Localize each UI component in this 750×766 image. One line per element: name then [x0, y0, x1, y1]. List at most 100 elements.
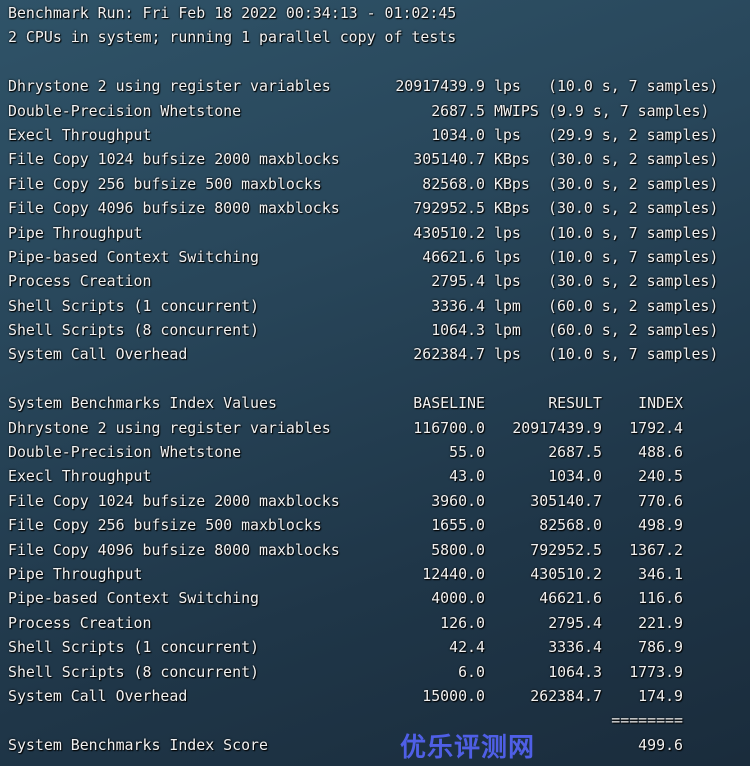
result-value: 2795.4 [548, 613, 602, 632]
test-value: 2795.4 [431, 272, 485, 291]
index-test-name: Shell Scripts (1 concurrent) [8, 638, 260, 657]
test-unit: MWIPS [494, 101, 539, 120]
baseline-value: 15000.0 [422, 686, 485, 705]
result-value: 262384.7 [530, 686, 602, 705]
test-name: Pipe Throughput [8, 223, 143, 242]
index-value: 488.6 [638, 443, 683, 462]
test-timing: (30.0 s, 2 samples) [548, 150, 719, 169]
test-timing: (10.0 s, 7 samples) [548, 345, 719, 364]
baseline-value: 5800.0 [431, 540, 485, 559]
watermark-logo: 优乐评测网 [400, 733, 536, 763]
index-title: System Benchmarks Index Values [8, 394, 277, 413]
baseline-value: 42.4 [449, 638, 485, 657]
benchmark-run-header: Benchmark Run: Fri Feb 18 2022 00:34:13 … [8, 4, 457, 22]
test-name: File Copy 1024 bufsize 2000 maxblocks [8, 150, 340, 169]
score-label: System Benchmarks Index Score [8, 735, 268, 754]
test-value: 430510.2 [413, 223, 485, 242]
result-value: 82568.0 [539, 516, 602, 535]
test-value: 46621.6 [422, 247, 485, 266]
baseline-value: 4000.0 [431, 589, 485, 608]
test-unit: lpm [494, 296, 521, 315]
index-test-name: Execl Throughput [8, 467, 152, 486]
result-value: 792952.5 [530, 540, 602, 559]
test-name: Dhrystone 2 using register variables [8, 77, 331, 96]
index-value: 116.6 [638, 589, 683, 608]
baseline-value: 3960.0 [431, 491, 485, 510]
score-separator: ======== [611, 711, 683, 730]
test-unit: lpm [494, 321, 521, 340]
test-value: 792952.5 [413, 199, 485, 218]
result-value: 1034.0 [548, 467, 602, 486]
baseline-value: 12440.0 [422, 564, 485, 583]
index-score: 499.6 [638, 735, 683, 754]
test-unit: KBps [494, 199, 530, 218]
index-value: 221.9 [638, 613, 683, 632]
baseline-value: 116700.0 [413, 418, 485, 437]
index-test-name: System Call Overhead [8, 686, 188, 705]
index-header: INDEX [638, 394, 683, 413]
test-value: 82568.0 [422, 174, 485, 193]
test-name: Double-Precision Whetstone [8, 101, 242, 120]
test-unit: lps [494, 247, 521, 266]
test-timing: (30.0 s, 2 samples) [548, 272, 719, 291]
baseline-value: 43.0 [449, 467, 485, 486]
test-unit: lps [494, 345, 521, 364]
index-test-name: File Copy 4096 bufsize 8000 maxblocks [8, 540, 340, 559]
test-timing: (60.0 s, 2 samples) [548, 321, 719, 340]
test-unit: lps [494, 272, 521, 291]
result-value: 20917439.9 [512, 418, 602, 437]
test-name: File Copy 256 bufsize 500 maxblocks [8, 174, 322, 193]
index-test-name: Double-Precision Whetstone [8, 443, 242, 462]
test-unit: lps [494, 223, 521, 242]
test-unit: lps [494, 77, 521, 96]
index-value: 1773.9 [629, 662, 683, 681]
result-value: 46621.6 [539, 589, 602, 608]
index-value: 498.9 [638, 516, 683, 535]
test-value: 1034.0 [431, 125, 485, 144]
index-test-name: Pipe-based Context Switching [8, 589, 260, 608]
baseline-value: 6.0 [458, 662, 485, 681]
test-name: Execl Throughput [8, 125, 152, 144]
index-value: 1367.2 [629, 540, 683, 559]
test-name: System Call Overhead [8, 345, 188, 364]
index-test-name: File Copy 256 bufsize 500 maxblocks [8, 516, 322, 535]
baseline-value: 55.0 [449, 443, 485, 462]
index-value: 1792.4 [629, 418, 683, 437]
test-value: 262384.7 [413, 345, 485, 364]
test-value: 1064.3 [431, 321, 485, 340]
test-timing: (60.0 s, 2 samples) [548, 296, 719, 315]
test-timing: (10.0 s, 7 samples) [548, 77, 719, 96]
result-value: 305140.7 [530, 491, 602, 510]
result-value: 430510.2 [530, 564, 602, 583]
index-value: 346.1 [638, 564, 683, 583]
test-value: 20917439.9 [395, 77, 485, 96]
index-value: 786.9 [638, 638, 683, 657]
result-value: 2687.5 [548, 443, 602, 462]
index-test-name: Dhrystone 2 using register variables [8, 418, 331, 437]
test-value: 305140.7 [413, 150, 485, 169]
test-name: Shell Scripts (1 concurrent) [8, 296, 260, 315]
test-timing: (10.0 s, 7 samples) [548, 247, 719, 266]
test-timing: (9.9 s, 7 samples) [548, 101, 710, 120]
test-unit: KBps [494, 150, 530, 169]
baseline-value: 1655.0 [431, 516, 485, 535]
index-test-name: File Copy 1024 bufsize 2000 maxblocks [8, 491, 340, 510]
result-header: RESULT [548, 394, 602, 413]
index-value: 240.5 [638, 467, 683, 486]
index-test-name: Pipe Throughput [8, 564, 143, 583]
test-timing: (30.0 s, 2 samples) [548, 199, 719, 218]
test-unit: KBps [494, 174, 530, 193]
cpu-info: 2 CPUs in system; running 1 parallel cop… [8, 28, 457, 47]
index-test-name: Shell Scripts (8 concurrent) [8, 662, 260, 681]
index-test-name: Process Creation [8, 613, 152, 632]
test-value: 2687.5 [431, 101, 485, 120]
result-value: 1064.3 [548, 662, 602, 681]
test-name: File Copy 4096 bufsize 8000 maxblocks [8, 199, 340, 218]
test-name: Pipe-based Context Switching [8, 247, 260, 266]
test-value: 3336.4 [431, 296, 485, 315]
test-timing: (30.0 s, 2 samples) [548, 174, 719, 193]
test-timing: (29.9 s, 2 samples) [548, 125, 719, 144]
result-value: 3336.4 [548, 638, 602, 657]
test-unit: lps [494, 125, 521, 144]
test-name: Process Creation [8, 272, 152, 291]
